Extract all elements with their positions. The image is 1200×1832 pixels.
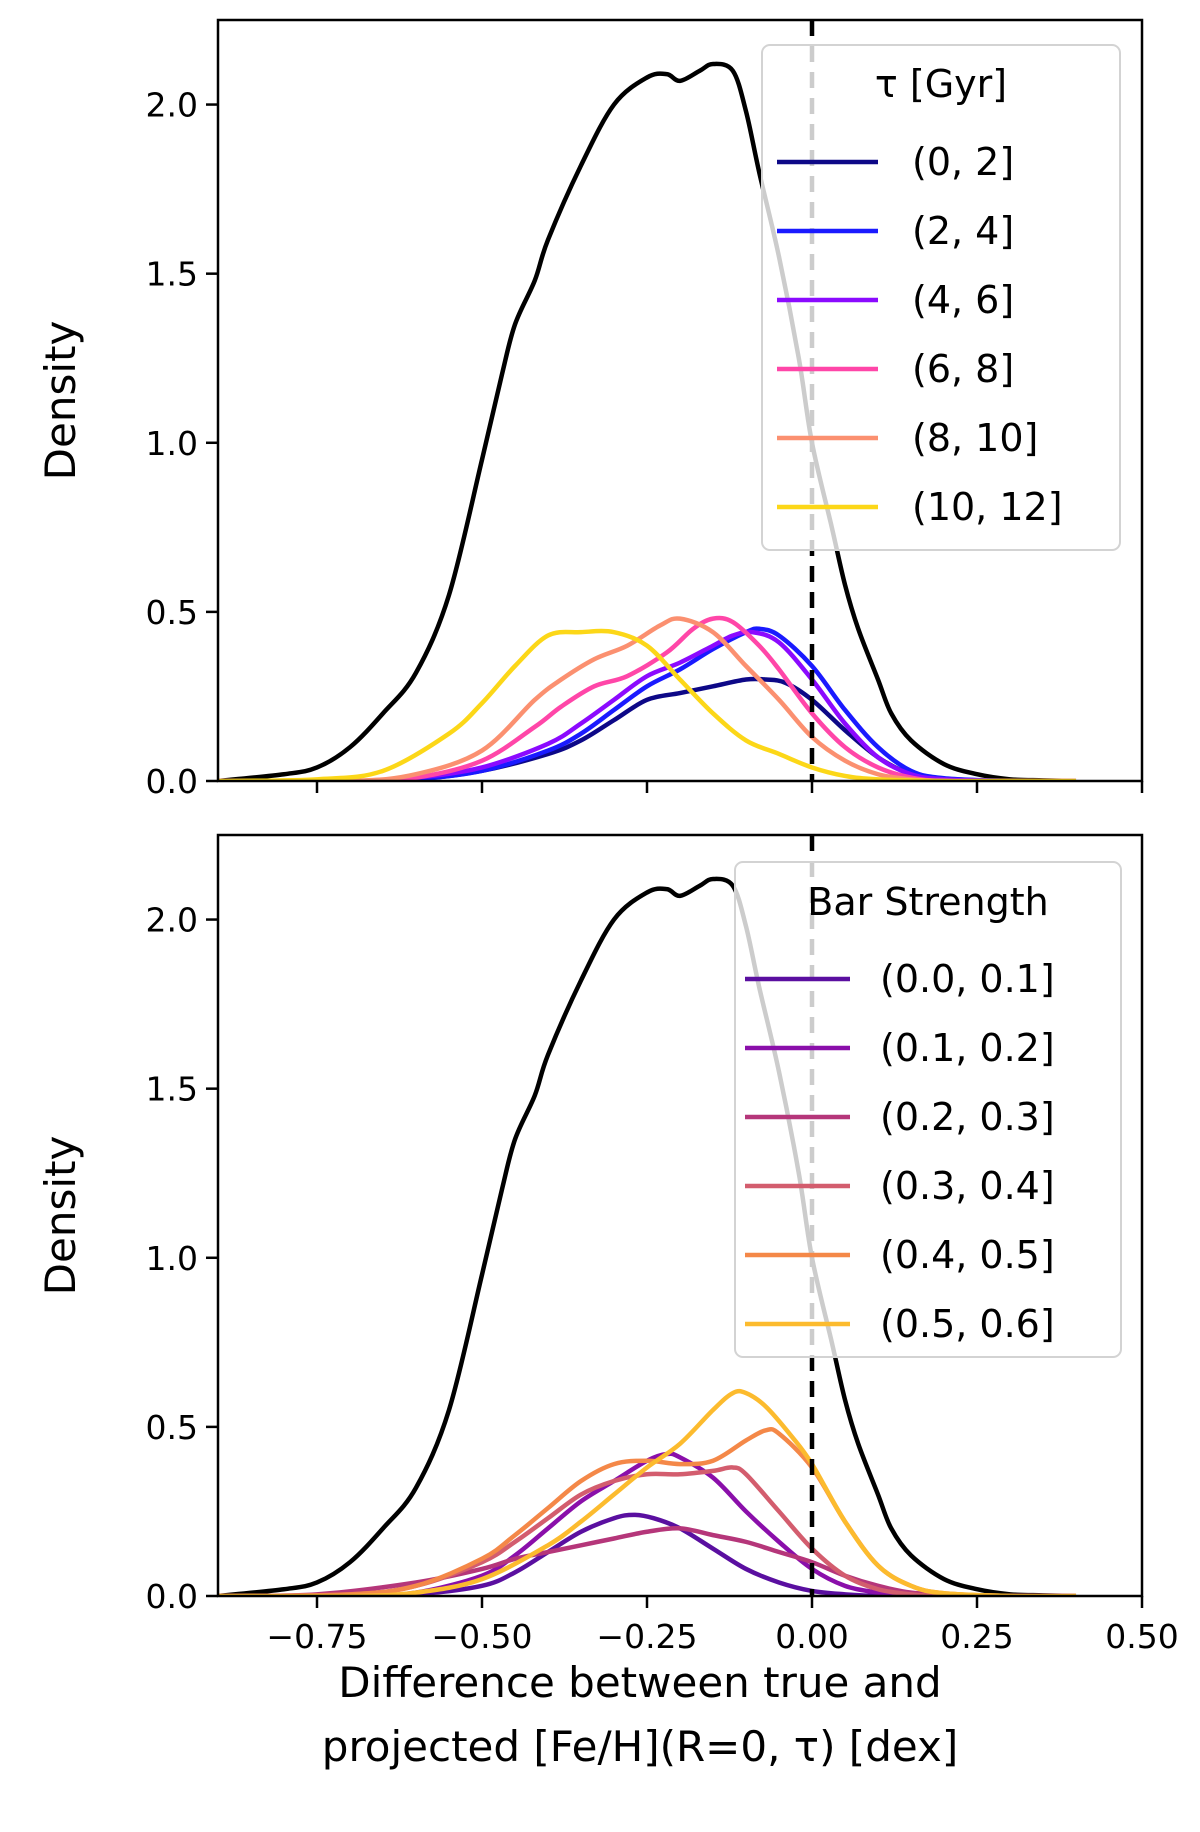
legend-label-1: (2, 4] <box>912 209 1014 253</box>
x-tick-label: −0.50 <box>431 1617 532 1656</box>
legend-label-5: (10, 12] <box>912 485 1063 529</box>
legend-box <box>761 44 1121 551</box>
series-line-5 <box>218 628 1076 781</box>
y-tick-label: 0.5 <box>146 1408 198 1447</box>
legend-label-3: (0.3, 0.4] <box>880 1164 1055 1208</box>
legend-label-2: (4, 6] <box>912 278 1014 322</box>
y-axis-label: Density <box>36 321 85 481</box>
y-axis-label: Density <box>36 1136 85 1296</box>
y-tick-label: 0.0 <box>146 762 198 801</box>
legend-label-5: (0.5, 0.6] <box>880 1302 1055 1346</box>
series-line-3 <box>218 615 1076 781</box>
legend-title: Bar Strength <box>807 880 1048 924</box>
x-tick-label: 0.00 <box>775 1617 848 1656</box>
legend: Bar Strength (0.0, 0.1] (0.1, 0.2] (0.2, 0.… <box>734 861 1122 1358</box>
legend-box <box>734 861 1122 1358</box>
legend-label-0: (0.0, 0.1] <box>880 957 1055 1001</box>
series-line-3 <box>218 1465 1076 1596</box>
legend-label-0: (0, 2] <box>912 140 1014 184</box>
x-axis-label-line: Difference between true and <box>338 1658 941 1707</box>
total-density-line <box>218 876 1077 1596</box>
y-tick-label: 0.0 <box>146 1577 198 1616</box>
y-tick-label: 1.0 <box>146 424 198 463</box>
legend: τ [Gyr] (0, 2] (2, 4] (4, 6] (6, 8] (8, 10] (1… <box>761 44 1121 551</box>
y-tick-label: 0.5 <box>146 593 198 632</box>
x-tick-label: 0.50 <box>1105 1617 1178 1656</box>
total-density-line <box>218 61 1077 781</box>
series-line-4 <box>218 1426 1076 1596</box>
y-tick-label: 2.0 <box>146 901 198 940</box>
y-tick-label: 1.0 <box>146 1239 198 1278</box>
y-tick-label: 2.0 <box>146 86 198 125</box>
legend-label-4: (8, 10] <box>912 416 1038 460</box>
axes-frame <box>216 18 1144 783</box>
x-tick-label: 0.25 <box>940 1617 1013 1656</box>
x-tick-label: −0.75 <box>266 1617 367 1656</box>
series-line-1 <box>218 626 1076 781</box>
panel-bottom: 0.0 0.5 1.0 1.5 2.0 −0.75 −0.50 −0.25 0.00 0.25 0.… <box>36 833 1179 1771</box>
x-tick-label: −0.25 <box>596 1617 697 1656</box>
series-line-0 <box>218 1512 1076 1596</box>
panel-top: 0.0 0.5 1.0 1.5 2.0 Density τ [Gyr] (0, 2] (2, 4… <box>36 18 1144 801</box>
legend-label-4: (0.4, 0.5] <box>880 1233 1055 1277</box>
y-tick-label: 1.5 <box>146 1070 198 1109</box>
axes-frame <box>216 833 1144 1598</box>
legend-title: τ [Gyr] <box>875 62 1007 106</box>
legend-label-1: (0.1, 0.2] <box>880 1026 1055 1070</box>
series-line-5 <box>218 1388 1076 1596</box>
legend-label-2: (0.2, 0.3] <box>880 1095 1055 1139</box>
x-axis-label-line: projected [Fe/H](R=0, τ) [dex] <box>322 1722 958 1771</box>
legend-label-3: (6, 8] <box>912 347 1014 391</box>
y-tick-label: 1.5 <box>146 255 198 294</box>
plot-area <box>218 20 1077 781</box>
series-line-2 <box>218 629 1076 781</box>
